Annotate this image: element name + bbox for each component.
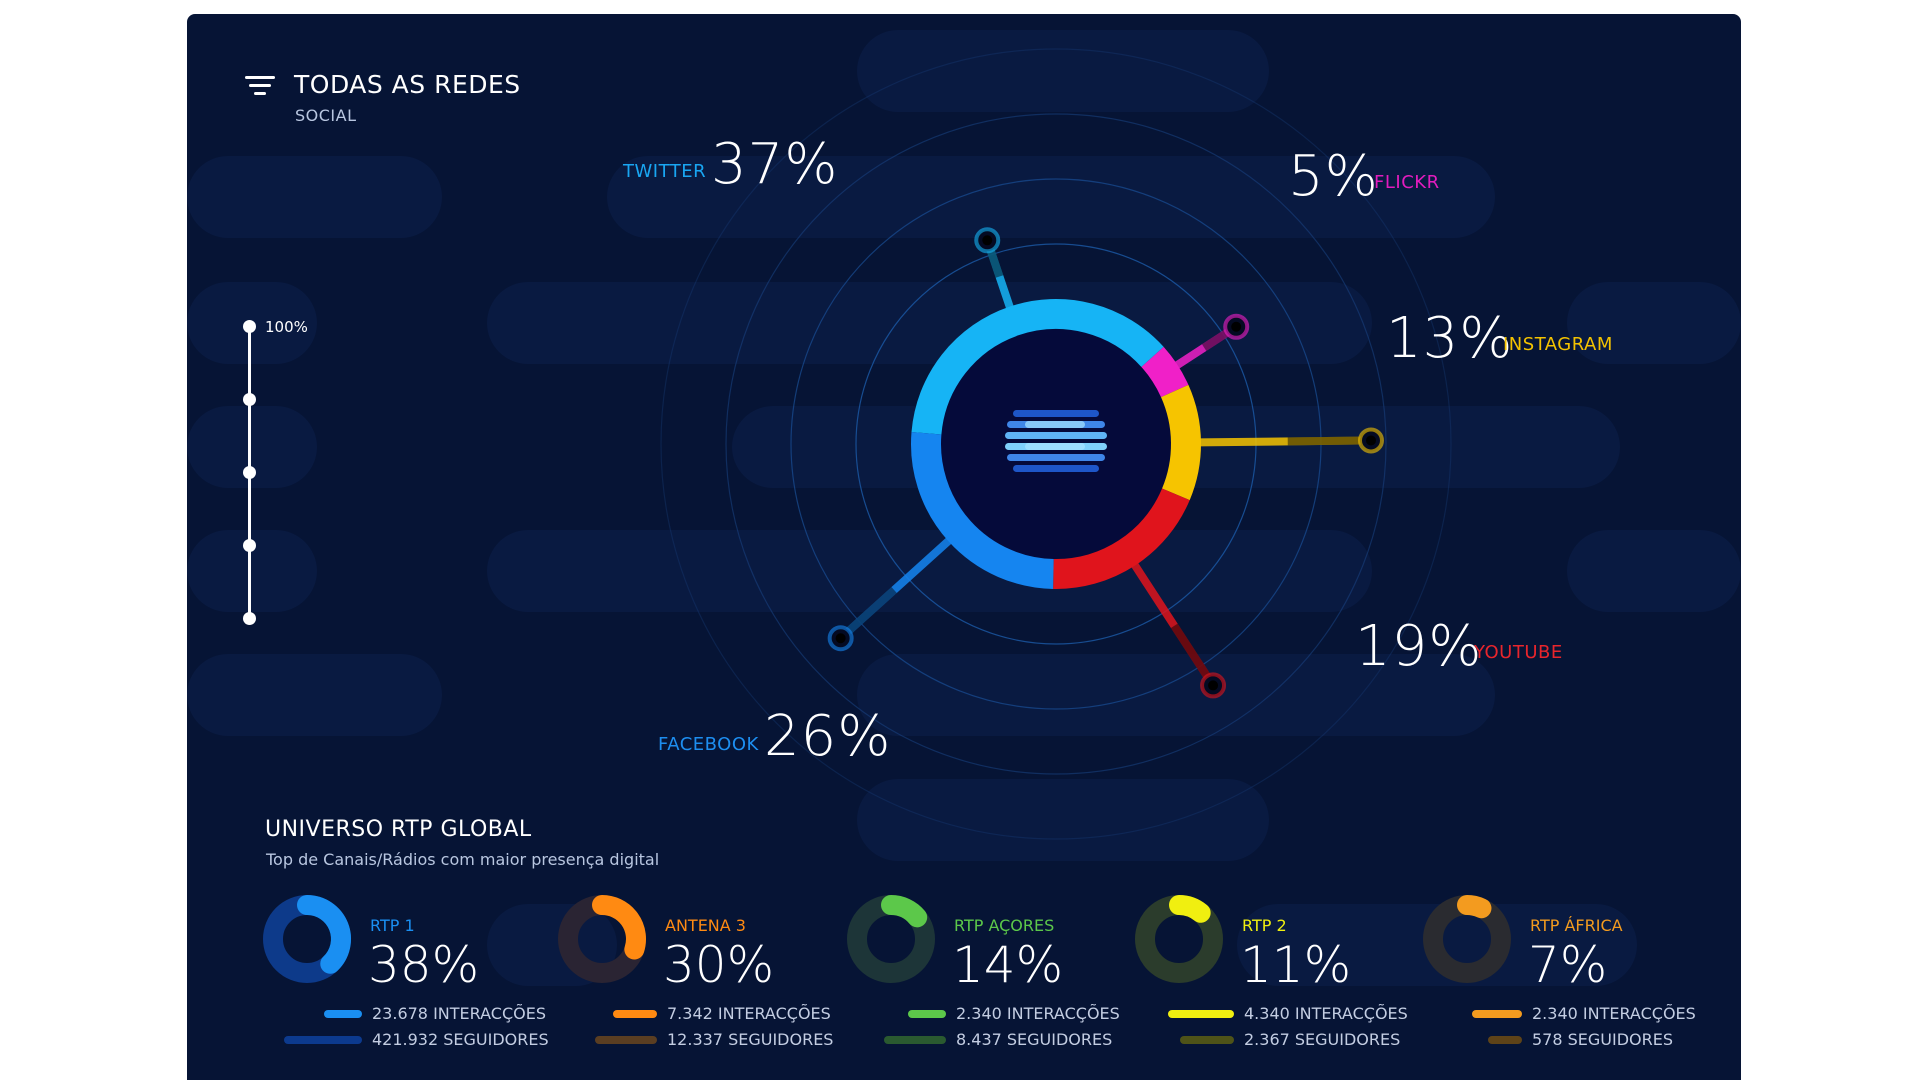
interaccoes-count: 2.340 INTERACÇÕES: [1532, 1004, 1696, 1023]
channel-donut: [558, 895, 646, 983]
donut-slice: [1169, 895, 1211, 923]
instagram-percent: 13%: [1386, 306, 1514, 371]
flickr-label: FLICKR: [1374, 172, 1440, 193]
donut-track: [1423, 895, 1511, 983]
interaccoes-count: 23.678 INTERACÇÕES: [372, 1004, 546, 1023]
ring-slice[interactable]: [1160, 384, 1201, 501]
spokes: [827, 227, 1384, 699]
interaccoes-bar: [324, 1010, 362, 1018]
slider-knob[interactable]: [243, 393, 256, 406]
donut-slice: [881, 895, 928, 928]
spoke: [1171, 313, 1250, 371]
channel-card[interactable]: RTP 2 11% 4.340 INTERACÇÕES 2.367 SEGUIDORE…: [1134, 894, 1424, 1064]
twitter-percent: 37%: [711, 132, 839, 197]
slider-knob[interactable]: [243, 466, 256, 479]
slider-max-label: 100%: [265, 318, 308, 336]
rtp-logo-icon: [1005, 410, 1107, 472]
seguidores-bar: [884, 1036, 946, 1044]
spoke: [974, 227, 1015, 313]
dashboard-panel: TODAS AS REDES SOCIAL 100%: [187, 14, 1741, 1080]
concentric-rings: [660, 48, 1452, 840]
channel-percent: 7%: [1528, 936, 1608, 994]
zoom-slider[interactable]: 100%: [243, 318, 308, 636]
flickr-percent: 5%: [1288, 144, 1379, 209]
slider-knob[interactable]: [243, 612, 256, 625]
ring-slice[interactable]: [911, 299, 1164, 435]
page-title: TODAS AS REDES: [294, 70, 521, 99]
channel-name: RTP 1: [370, 916, 415, 935]
interaccoes-count: 7.342 INTERACÇÕES: [667, 1004, 831, 1023]
interaccoes-bar: [1472, 1010, 1522, 1018]
channel-name: RTP ÁFRICA: [1530, 916, 1623, 935]
seguidores-count: 578 SEGUIDORES: [1532, 1030, 1674, 1049]
channel-card[interactable]: ANTENA 3 30% 7.342 INTERACÇÕES 12.337 SEGUI…: [557, 894, 847, 1064]
section-title: UNIVERSO RTP GLOBAL: [265, 817, 532, 842]
distribution-ring: [911, 299, 1201, 589]
ring-slice[interactable]: [1053, 488, 1190, 589]
channel-card[interactable]: RTP ÁFRICA 7% 2.340 INTERACÇÕES 578 SEGUIDO…: [1422, 894, 1712, 1064]
channel-name: RTP AÇORES: [954, 916, 1055, 935]
seguidores-bar: [1488, 1036, 1522, 1044]
spoke: [1194, 427, 1384, 454]
spoke: [827, 535, 954, 652]
section-subtitle: Top de Canais/Rádios com maior presença …: [266, 850, 660, 869]
channel-percent: 38%: [368, 936, 480, 994]
ring-slice[interactable]: [911, 431, 1055, 589]
instagram-label: INSTAGRAM: [1503, 334, 1613, 355]
slider-knob[interactable]: [243, 539, 256, 552]
interaccoes-bar: [908, 1010, 946, 1018]
channel-name: ANTENA 3: [665, 916, 746, 935]
ring-slice[interactable]: [1141, 346, 1189, 398]
social-networks-chart: [660, 48, 1452, 840]
channel-percent: 11%: [1240, 936, 1352, 994]
donut-slice: [1457, 895, 1492, 919]
channel-percent: 14%: [952, 936, 1064, 994]
interaccoes-bar: [613, 1010, 657, 1018]
filter-menu-icon[interactable]: [245, 76, 275, 98]
youtube-label: YOUTUBE: [1474, 642, 1563, 663]
twitter-label: TWITTER: [623, 161, 707, 182]
donut-slice: [297, 895, 351, 974]
facebook-percent: 26%: [764, 704, 892, 769]
facebook-label: FACEBOOK: [658, 734, 759, 755]
interaccoes-count: 2.340 INTERACÇÕES: [956, 1004, 1120, 1023]
seguidores-count: 421.932 SEGUIDORES: [372, 1030, 549, 1049]
channel-percent: 30%: [663, 936, 775, 994]
seguidores-bar: [1180, 1036, 1234, 1044]
seguidores-count: 8.437 SEGUIDORES: [956, 1030, 1113, 1049]
spoke: [1129, 559, 1227, 699]
interaccoes-count: 4.340 INTERACÇÕES: [1244, 1004, 1408, 1023]
seguidores-bar: [595, 1036, 657, 1044]
channel-donut: [263, 895, 351, 983]
seguidores-bar: [284, 1036, 362, 1044]
channel-donut: [847, 895, 935, 983]
channel-card[interactable]: RTP AÇORES 14% 2.340 INTERACÇÕES 8.437 SEGU…: [846, 894, 1136, 1064]
channel-donut: [1135, 895, 1223, 983]
interaccoes-bar: [1168, 1010, 1234, 1018]
channel-card[interactable]: RTP 1 38% 23.678 INTERACÇÕES 421.932 SEGUID…: [262, 894, 552, 1064]
seguidores-count: 2.367 SEGUIDORES: [1244, 1030, 1401, 1049]
page-subtitle: SOCIAL: [295, 106, 357, 125]
channel-name: RTP 2: [1242, 916, 1287, 935]
donut-slice: [592, 895, 646, 960]
channel-donut: [1423, 895, 1511, 983]
slider-knob[interactable]: [243, 320, 256, 333]
youtube-percent: 19%: [1355, 614, 1483, 679]
seguidores-count: 12.337 SEGUIDORES: [667, 1030, 834, 1049]
